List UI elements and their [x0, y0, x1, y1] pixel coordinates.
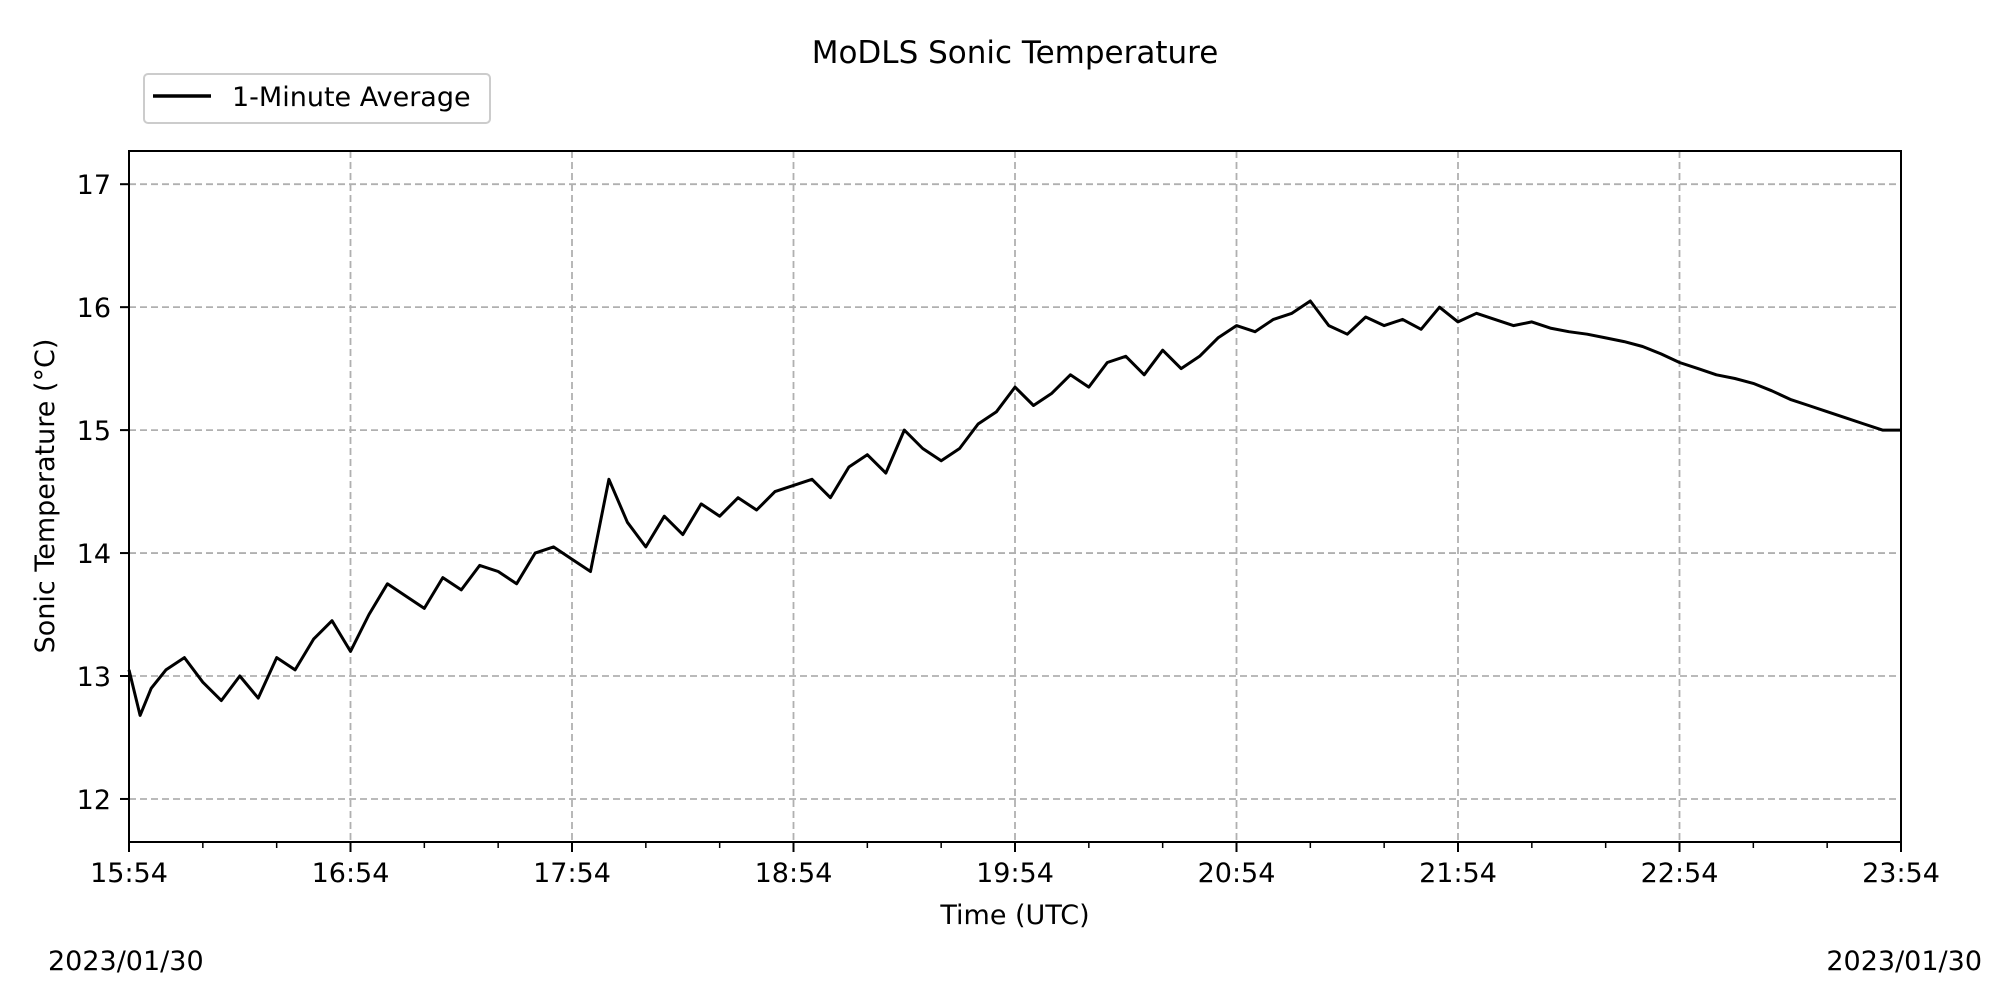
x-tick-label: 22:54	[1641, 858, 1719, 889]
series-line-1-minute-average	[127, 299, 1901, 717]
x-axis-label: Time (UTC)	[939, 900, 1089, 931]
x-tick-label: 23:54	[1862, 858, 1940, 889]
x-tick-label: 20:54	[1198, 858, 1276, 889]
legend: 1-Minute Average	[143, 73, 491, 124]
y-tick-label: 17	[77, 170, 111, 201]
x-tick-label: 19:54	[976, 858, 1054, 889]
y-axis-label: Sonic Temperature (°C)	[30, 339, 61, 654]
x-tick-label: 16:54	[312, 858, 390, 889]
end-date-label: 2023/01/30	[1826, 946, 1982, 977]
x-tick-label: 21:54	[1419, 858, 1497, 889]
series-layer	[127, 299, 1901, 717]
y-tick-label: 13	[77, 662, 111, 693]
legend-series-label: 1-Minute Average	[232, 82, 471, 113]
y-tick-label: 16	[77, 293, 111, 324]
start-date-label: 2023/01/30	[48, 946, 204, 977]
axis-ticks: 12 13 14 15 16 17 15:54 16:54 17:54 18:54 19:54 20:…	[77, 170, 1940, 889]
chart-title: MoDLS Sonic Temperature	[812, 35, 1219, 71]
x-tick-label: 18:54	[755, 858, 833, 889]
y-tick-label: 14	[77, 539, 111, 570]
legend-box	[143, 73, 491, 124]
x-tick-label: 17:54	[533, 858, 611, 889]
grid-lines	[128, 151, 1902, 842]
y-tick-label: 15	[77, 416, 111, 447]
x-tick-label: 15:54	[90, 858, 168, 889]
y-tick-label: 12	[77, 785, 111, 816]
